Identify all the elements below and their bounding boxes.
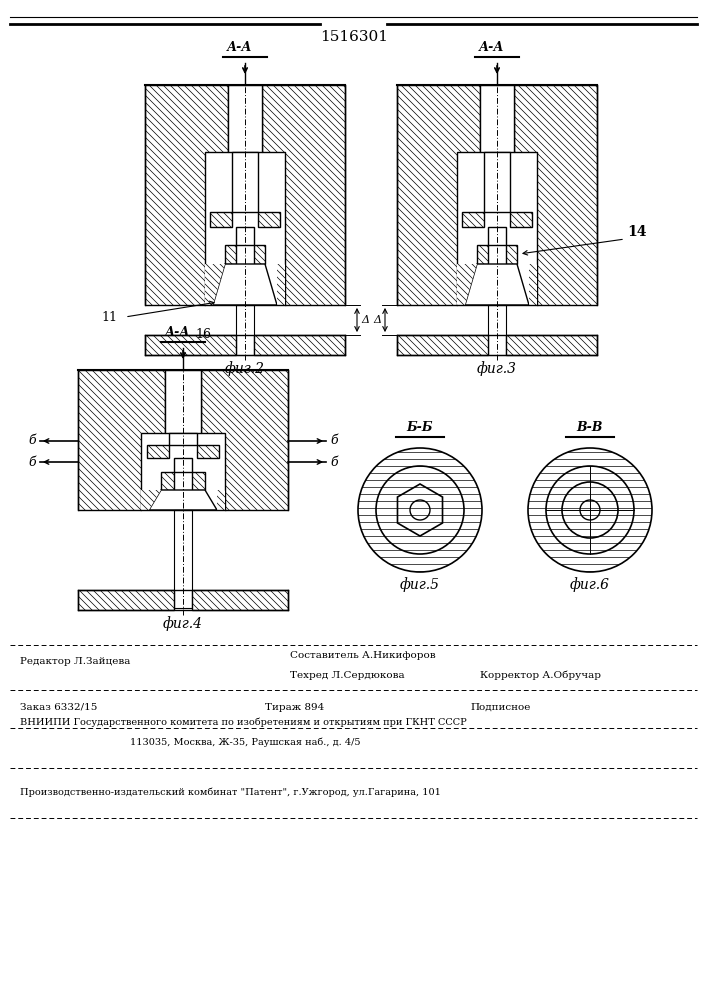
- Polygon shape: [236, 227, 254, 245]
- Text: А-А: А-А: [227, 41, 252, 54]
- Polygon shape: [197, 445, 219, 458]
- Text: А-А: А-А: [479, 41, 505, 54]
- Text: Корректор А.Обручар: Корректор А.Обручар: [480, 670, 601, 680]
- Polygon shape: [277, 264, 285, 305]
- Polygon shape: [169, 433, 197, 445]
- Polygon shape: [149, 490, 217, 510]
- Polygon shape: [397, 484, 443, 536]
- Polygon shape: [462, 212, 484, 227]
- Text: б: б: [28, 456, 36, 468]
- Polygon shape: [213, 264, 277, 305]
- Text: Подписное: Подписное: [470, 702, 530, 712]
- Polygon shape: [236, 305, 254, 355]
- Text: фиг.2: фиг.2: [225, 361, 265, 376]
- Text: б: б: [330, 456, 338, 468]
- Polygon shape: [488, 227, 506, 245]
- Polygon shape: [174, 458, 192, 472]
- Text: Заказ 6332/15: Заказ 6332/15: [20, 702, 98, 712]
- Polygon shape: [529, 264, 537, 305]
- Polygon shape: [510, 212, 532, 227]
- Text: А-А: А-А: [165, 326, 191, 339]
- Text: 14: 14: [627, 225, 646, 239]
- Polygon shape: [205, 264, 225, 305]
- Polygon shape: [201, 370, 288, 510]
- Text: Составитель А.Никифоров: Составитель А.Никифоров: [290, 650, 436, 660]
- Polygon shape: [141, 490, 161, 510]
- Circle shape: [528, 448, 652, 572]
- Polygon shape: [480, 85, 514, 152]
- Text: Δ: Δ: [361, 315, 369, 325]
- Text: фиг.4: фиг.4: [163, 616, 203, 631]
- Text: фиг.5: фиг.5: [400, 577, 440, 592]
- Polygon shape: [225, 245, 236, 264]
- Polygon shape: [210, 212, 232, 227]
- Polygon shape: [165, 370, 201, 433]
- Polygon shape: [397, 335, 488, 355]
- Text: Б-Б: Б-Б: [407, 421, 433, 434]
- Circle shape: [376, 466, 464, 554]
- Text: фиг.6: фиг.6: [570, 577, 610, 592]
- Polygon shape: [78, 370, 165, 510]
- Polygon shape: [457, 264, 477, 305]
- Polygon shape: [254, 245, 265, 264]
- Polygon shape: [145, 335, 236, 355]
- Text: Техред Л.Сердюкова: Техред Л.Сердюкова: [290, 670, 404, 680]
- Circle shape: [546, 466, 634, 554]
- Text: 16: 16: [195, 328, 211, 341]
- Text: Производственно-издательский комбинат "Патент", г.Ужгород, ул.Гагарина, 101: Производственно-издательский комбинат "П…: [20, 787, 441, 797]
- Polygon shape: [397, 85, 480, 305]
- Text: 113035, Москва, Ж-35, Раушская наб., д. 4/5: 113035, Москва, Ж-35, Раушская наб., д. …: [130, 737, 361, 747]
- Text: 11: 11: [101, 311, 117, 324]
- Polygon shape: [484, 152, 510, 212]
- Polygon shape: [192, 472, 205, 490]
- Text: б: б: [28, 434, 36, 448]
- Polygon shape: [192, 590, 288, 610]
- Polygon shape: [262, 85, 345, 305]
- Polygon shape: [174, 510, 192, 608]
- Circle shape: [410, 500, 430, 520]
- Polygon shape: [232, 152, 258, 212]
- Polygon shape: [514, 85, 597, 305]
- Text: б: б: [330, 434, 338, 448]
- Polygon shape: [254, 335, 345, 355]
- Polygon shape: [488, 305, 506, 355]
- Polygon shape: [506, 245, 517, 264]
- Circle shape: [358, 448, 482, 572]
- Polygon shape: [465, 264, 529, 305]
- Polygon shape: [78, 590, 174, 610]
- Polygon shape: [145, 85, 228, 305]
- Polygon shape: [161, 472, 174, 490]
- Text: ВНИИПИ Государственного комитета по изобретениям и открытиям при ГКНТ СССР: ВНИИПИ Государственного комитета по изоб…: [20, 717, 467, 727]
- Text: фиг.3: фиг.3: [477, 361, 517, 376]
- Text: Δ: Δ: [373, 315, 381, 325]
- Circle shape: [562, 482, 618, 538]
- Polygon shape: [506, 335, 597, 355]
- Polygon shape: [228, 85, 262, 152]
- Polygon shape: [258, 212, 280, 227]
- Polygon shape: [217, 490, 225, 510]
- Circle shape: [580, 500, 600, 520]
- Text: 1516301: 1516301: [320, 30, 388, 44]
- Text: В-В: В-В: [577, 421, 603, 434]
- Text: Тираж 894: Тираж 894: [265, 702, 325, 712]
- Polygon shape: [477, 245, 488, 264]
- Polygon shape: [147, 445, 169, 458]
- Text: Редактор Л.Зайцева: Редактор Л.Зайцева: [20, 658, 130, 666]
